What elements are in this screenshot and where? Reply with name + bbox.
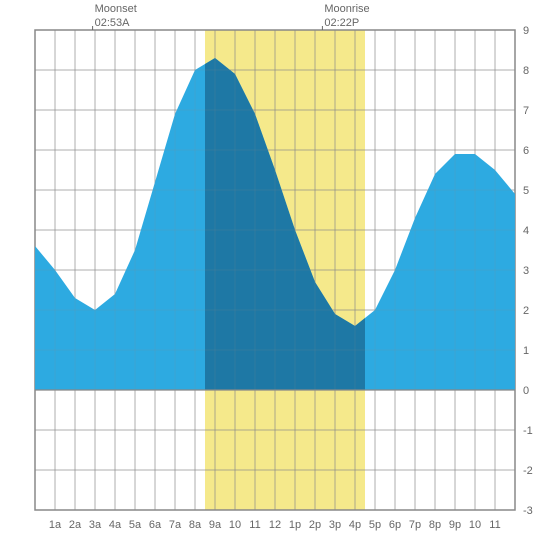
x-tick-label: 7a bbox=[169, 519, 182, 531]
y-tick-label: -2 bbox=[523, 465, 533, 477]
x-tick-label: 10 bbox=[469, 519, 481, 531]
y-tick-label: 8 bbox=[523, 65, 529, 77]
moon-annotation-label: Moonrise bbox=[324, 2, 369, 16]
x-tick-label: 3a bbox=[89, 519, 102, 531]
x-tick-label: 5a bbox=[129, 519, 142, 531]
y-tick-label: -3 bbox=[523, 505, 533, 517]
y-tick-label: 5 bbox=[523, 185, 529, 197]
moon-annotation-time: 02:53A bbox=[95, 16, 137, 30]
y-tick-label: 7 bbox=[523, 105, 529, 117]
y-tick-label: 9 bbox=[523, 25, 529, 37]
x-tick-label: 9a bbox=[209, 519, 222, 531]
x-tick-label: 8a bbox=[189, 519, 202, 531]
moon-annotation-time: 02:22P bbox=[324, 16, 369, 30]
y-tick-label: 1 bbox=[523, 345, 529, 357]
x-tick-label: 11 bbox=[249, 519, 260, 531]
x-tick-label: 12 bbox=[269, 519, 281, 531]
x-tick-label: 1p bbox=[289, 519, 301, 531]
x-tick-label: 5p bbox=[369, 519, 381, 531]
x-tick-label: 10 bbox=[229, 519, 241, 531]
x-tick-label: 4a bbox=[109, 519, 122, 531]
x-tick-label: 2p bbox=[309, 519, 321, 531]
moon-annotation-label: Moonset bbox=[95, 2, 137, 16]
chart-svg: -3-2-101234567891a2a3a4a5a6a7a8a9a101112… bbox=[0, 0, 550, 550]
x-tick-label: 1a bbox=[49, 519, 62, 531]
x-tick-label: 11 bbox=[489, 519, 500, 531]
x-tick-label: 8p bbox=[429, 519, 441, 531]
x-tick-label: 4p bbox=[349, 519, 361, 531]
moon-annotation: Moonset02:53A bbox=[95, 2, 137, 31]
y-tick-label: 6 bbox=[523, 145, 529, 157]
x-tick-label: 2a bbox=[69, 519, 82, 531]
moon-annotation: Moonrise02:22P bbox=[324, 2, 369, 31]
tide-chart: -3-2-101234567891a2a3a4a5a6a7a8a9a101112… bbox=[0, 0, 550, 550]
x-tick-label: 7p bbox=[409, 519, 421, 531]
y-tick-label: 2 bbox=[523, 305, 529, 317]
y-tick-label: 3 bbox=[523, 265, 529, 277]
y-tick-label: 0 bbox=[523, 385, 529, 397]
x-tick-label: 3p bbox=[329, 519, 341, 531]
x-tick-label: 6a bbox=[149, 519, 162, 531]
x-tick-label: 6p bbox=[389, 519, 401, 531]
y-tick-label: 4 bbox=[523, 225, 529, 237]
x-tick-label: 9p bbox=[449, 519, 461, 531]
y-tick-label: -1 bbox=[523, 425, 533, 437]
